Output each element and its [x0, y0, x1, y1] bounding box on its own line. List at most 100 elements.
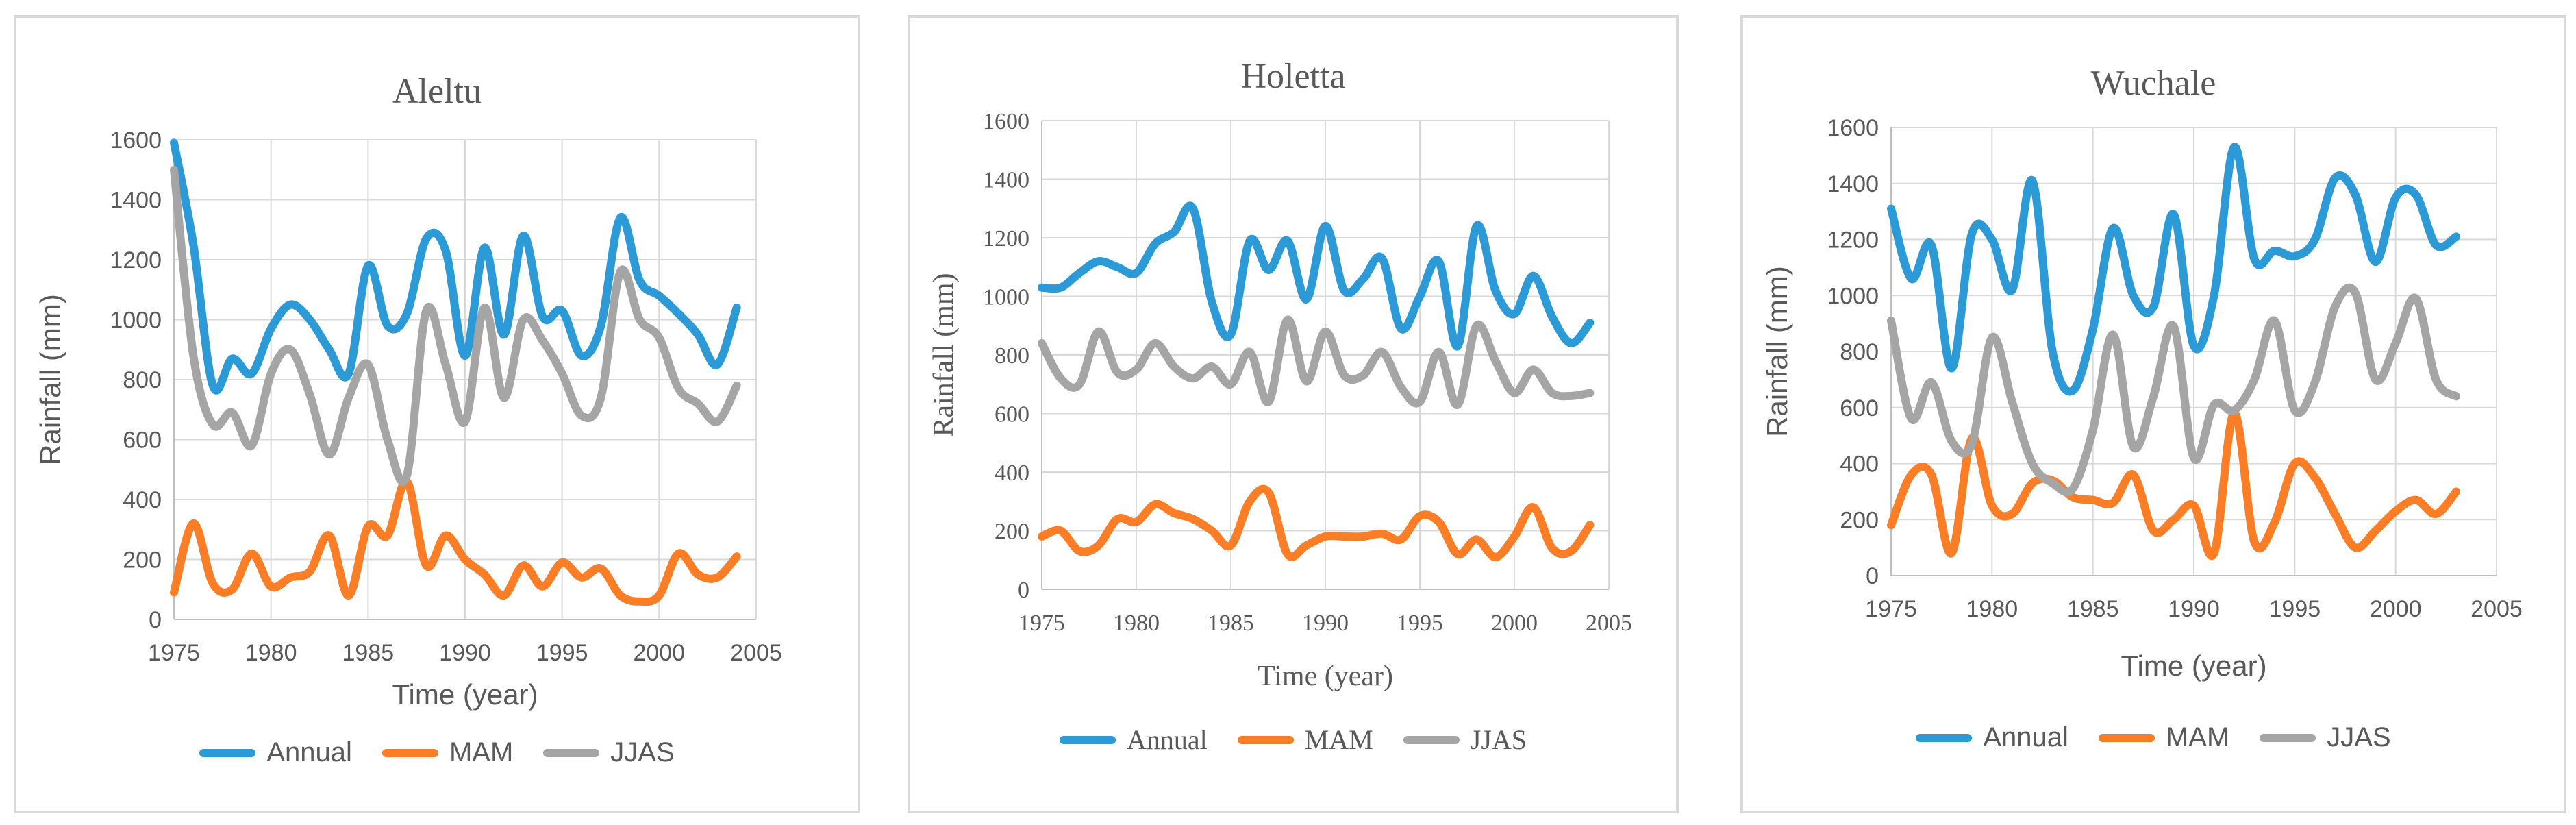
y-tick-label: 1000: [983, 285, 1029, 310]
legend-item-annual: Annual: [199, 737, 352, 768]
legend-swatch-jjas: [1403, 735, 1460, 744]
chart-panel-wuchale: 0 200 400 600 800 1000 1200 1400 1600 1975 1980 198…: [1740, 15, 2566, 813]
y-tick-label: 1000: [110, 308, 162, 334]
legend-item-annual: Annual: [1059, 724, 1208, 756]
x-tick-label: 1995: [1397, 611, 1443, 636]
legend-item-jjas: JJAS: [2260, 722, 2391, 753]
legend-item-jjas: JJAS: [543, 737, 675, 768]
x-tick-label: 2005: [2471, 596, 2523, 622]
series-line-annual: [1887, 143, 2461, 396]
y-tick-label: 1600: [110, 127, 162, 153]
y-tick-label: 1400: [1827, 171, 1879, 197]
x-tick-label: 1985: [1208, 611, 1254, 636]
x-tick-label: 2005: [730, 640, 782, 666]
y-tick-label: 0: [149, 607, 162, 633]
series-line-mam: [1038, 484, 1595, 561]
y-axis-title: Rainfall (mm): [34, 294, 66, 465]
legend-label: MAM: [2165, 722, 2230, 752]
chart-panel-aleltu: 0 200 400 600 800 1000 1200 1400 1600 1975 1980 198…: [14, 15, 860, 813]
chart-legend: Annual MAM JJAS: [1743, 722, 2564, 753]
x-axis-title: Time (year): [392, 678, 538, 711]
legend-label: JJAS: [610, 737, 675, 767]
chart-svg-wuchale: 0 200 400 600 800 1000 1200 1400 1600 1975 1980 198…: [1761, 115, 2523, 682]
legend-item-mam: MAM: [2098, 722, 2230, 753]
y-tick-label: 800: [1840, 339, 1879, 365]
series-line-jjas: [1887, 283, 2461, 497]
chart-title: Wuchale: [2090, 64, 2216, 103]
y-tick-label: 1200: [983, 226, 1029, 251]
chart-title: Aleltu: [392, 72, 482, 111]
series-line-annual: [170, 138, 741, 395]
legend-label: JJAS: [1470, 724, 1527, 755]
y-tick-label: 1600: [1827, 115, 1879, 141]
x-tick-label: 1980: [1113, 611, 1160, 636]
series-line-jjas: [1038, 315, 1595, 409]
y-tick-label: 600: [1840, 395, 1879, 421]
legend-item-annual: Annual: [1916, 722, 2068, 753]
legend-label: Annual: [266, 737, 352, 767]
y-tick-label: 200: [1840, 507, 1879, 533]
y-tick-label: 1000: [1827, 283, 1879, 309]
x-axis-title: Time (year): [1258, 661, 1393, 692]
x-tick-label: 1975: [1865, 596, 1917, 622]
legend-label: Annual: [1983, 722, 2068, 752]
y-tick-label: 600: [123, 428, 162, 454]
x-tick-label: 1995: [536, 640, 588, 666]
y-tick-label: 1400: [983, 168, 1029, 193]
x-tick-label: 1990: [1302, 611, 1349, 636]
y-tick-label: 400: [1840, 452, 1879, 478]
y-tick-label: 1200: [1827, 227, 1879, 254]
series-line-mam: [170, 477, 741, 606]
legend-label: Annual: [1126, 724, 1208, 755]
chart-panel-holetta: 0 200 400 600 800 1000 1200 1400 1600 1975 1980 198…: [908, 15, 1679, 813]
y-tick-label: 400: [995, 460, 1029, 486]
x-tick-label: 1990: [2168, 596, 2220, 622]
y-tick-label: 200: [995, 519, 1029, 545]
legend-swatch-annual: [1916, 733, 1973, 742]
legend-swatch-mam: [1237, 735, 1294, 744]
legend-label: MAM: [449, 737, 514, 767]
legend-item-mam: MAM: [1237, 724, 1373, 756]
y-tick-label: 1200: [110, 247, 162, 273]
x-tick-label: 1985: [342, 640, 395, 666]
x-tick-label: 2005: [1586, 611, 1632, 636]
series-line-annual: [1038, 201, 1595, 351]
x-tick-label: 1975: [1018, 611, 1065, 636]
y-tick-label: 200: [123, 547, 162, 574]
x-tick-label: 1980: [1966, 596, 2018, 622]
x-tick-label: 2000: [2370, 596, 2422, 622]
x-tick-label: 2000: [634, 640, 686, 666]
chart-legend: Annual MAM JJAS: [16, 737, 858, 768]
y-tick-label: 0: [1866, 563, 1879, 589]
x-axis-title: Time (year): [2121, 650, 2266, 682]
x-tick-label: 1995: [2269, 596, 2321, 622]
x-tick-label: 1990: [439, 640, 491, 666]
y-tick-label: 0: [1018, 578, 1029, 603]
y-tick-label: 1400: [110, 188, 162, 214]
chart-legend: Annual MAM JJAS: [910, 724, 1676, 756]
legend-swatch-jjas: [2260, 733, 2316, 742]
x-tick-label: 1980: [245, 640, 297, 666]
legend-label: JJAS: [2327, 722, 2391, 752]
y-tick-label: 800: [995, 343, 1029, 369]
chart-svg-holetta: 0 200 400 600 800 1000 1200 1400 1600 1975 1980 198…: [928, 109, 1632, 692]
y-axis-title: Rainfall (mm): [928, 273, 960, 436]
legend-item-jjas: JJAS: [1403, 724, 1527, 756]
legend-swatch-annual: [1059, 735, 1116, 744]
legend-swatch-mam: [382, 748, 438, 757]
series-line-jjas: [170, 165, 741, 487]
legend-swatch-annual: [199, 748, 256, 757]
legend-swatch-mam: [2098, 733, 2155, 742]
legend-swatch-jjas: [543, 748, 600, 757]
legend-item-mam: MAM: [382, 737, 513, 768]
chart-title: Holetta: [1240, 57, 1346, 96]
x-tick-label: 1985: [2067, 596, 2119, 622]
legend-label: MAM: [1304, 724, 1373, 755]
y-tick-label: 400: [123, 487, 162, 513]
y-tick-label: 600: [995, 402, 1029, 428]
x-tick-label: 1975: [148, 640, 200, 666]
x-tick-label: 2000: [1491, 611, 1538, 636]
y-axis-title: Rainfall (mm): [1761, 266, 1793, 437]
y-tick-label: 800: [123, 367, 162, 393]
chart-svg-aleltu: 0 200 400 600 800 1000 1200 1400 1600 1975 1980 198…: [34, 127, 782, 711]
